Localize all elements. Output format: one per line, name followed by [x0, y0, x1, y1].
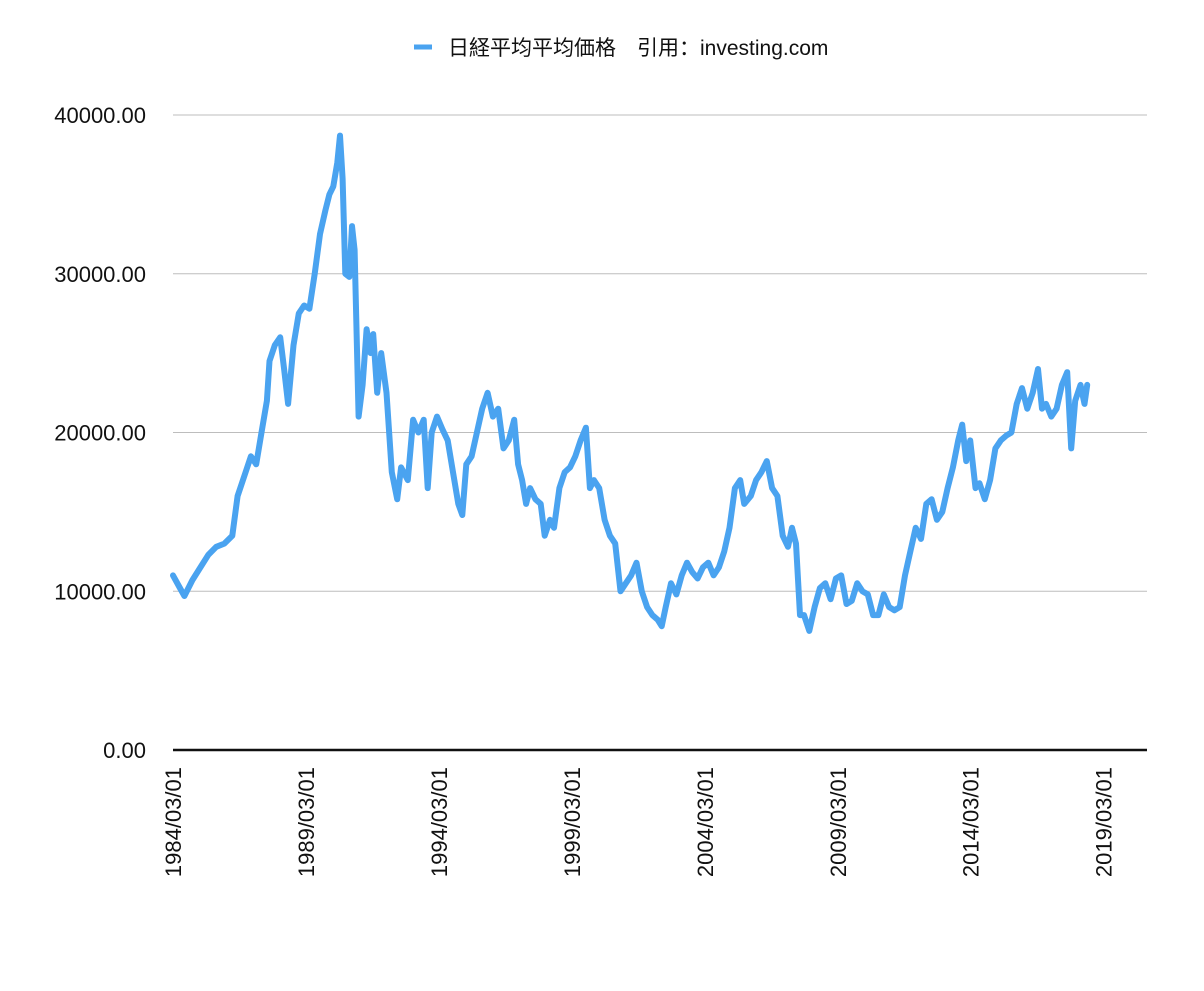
y-axis: 0.00 10000.00 20000.00 30000.00 40000.00 — [54, 103, 146, 763]
x-tick-label: 1984/03/01 — [161, 767, 186, 877]
gridlines — [173, 114, 1147, 752]
x-tick-label: 2019/03/01 — [1092, 767, 1117, 877]
y-tick-label: 40000.00 — [54, 103, 146, 128]
series-layer — [170, 132, 1091, 634]
x-tick-label: 2009/03/01 — [826, 767, 851, 877]
series-line — [170, 132, 1091, 634]
y-tick-label: 0.00 — [103, 738, 146, 763]
legend: 日経平均平均価格 引用：investing.com — [414, 37, 828, 60]
y-tick-label: 10000.00 — [54, 579, 146, 604]
x-tick-label: 1994/03/01 — [427, 767, 452, 877]
y-tick-label: 20000.00 — [54, 421, 146, 446]
y-tick-label: 30000.00 — [54, 262, 146, 287]
x-tick-label: 1999/03/01 — [560, 767, 585, 877]
x-tick-label: 2004/03/01 — [693, 767, 718, 877]
x-axis: 1984/03/01 1989/03/01 1994/03/01 1999/03/01… — [161, 767, 1117, 877]
x-tick-label: 1989/03/01 — [294, 767, 319, 877]
x-tick-label: 2014/03/01 — [959, 767, 984, 877]
legend-label: 日経平均平均価格 引用：investing.com — [448, 37, 828, 60]
